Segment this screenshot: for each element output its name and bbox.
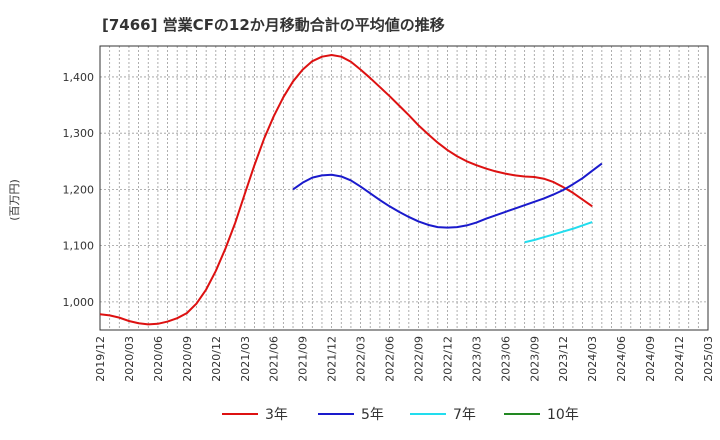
y-tick-label: 1,000: [63, 296, 95, 309]
x-tick-label: 2022/09: [412, 336, 425, 382]
x-tick-label: 2021/09: [297, 336, 310, 382]
series-line-7年: [524, 221, 593, 244]
x-tick-label: 2024/12: [673, 336, 686, 382]
x-tick-label: 2020/09: [181, 336, 194, 382]
x-tick-label: 2023/06: [499, 336, 512, 382]
series-line-5年: [292, 162, 603, 229]
x-tick-label: 2024/09: [644, 336, 657, 382]
x-tick-label: 2021/03: [239, 336, 252, 382]
x-tick-label: 2020/06: [152, 336, 165, 382]
x-tick-label: 2024/06: [615, 336, 628, 382]
plot-frame: [99, 45, 709, 331]
legend-label: 5年: [361, 407, 384, 423]
legend-label: 7年: [453, 407, 476, 423]
x-tick-label: 2023/03: [470, 336, 483, 382]
x-tick-label: 2024/03: [586, 336, 599, 382]
y-tick-label: 1,400: [63, 71, 95, 84]
y-tick-label: 1,300: [63, 127, 95, 140]
grid-lines: [99, 46, 709, 330]
x-tick-label: 2022/03: [355, 336, 368, 382]
x-tick-label: 2019/12: [94, 336, 107, 382]
x-tick-label: 2025/03: [702, 336, 715, 382]
x-axis-ticks: 2019/12 2020/03 2020/06 2020/09 2020/12 2021/…: [94, 336, 715, 382]
x-tick-label: 2023/12: [557, 336, 570, 382]
series-lines: [99, 54, 603, 326]
x-tick-label: 2023/09: [528, 336, 541, 382]
legend-label: 10年: [547, 407, 579, 423]
chart-title: [7466] 営業CFの12か月移動合計の平均値の推移: [102, 16, 445, 34]
x-tick-label: 2022/12: [441, 336, 454, 382]
x-tick-label: 2020/12: [210, 336, 223, 382]
y-tick-label: 1,100: [63, 240, 95, 253]
y-tick-label: 1,200: [63, 183, 95, 196]
series-line-3年: [99, 54, 593, 326]
x-tick-label: 2022/06: [384, 336, 397, 382]
legend-label: 3年: [265, 407, 288, 423]
plot-border: [99, 45, 709, 331]
x-tick-label: 2021/06: [268, 336, 281, 382]
x-tick-label: 2020/03: [123, 336, 136, 382]
y-axis-label: (百万円): [8, 179, 21, 221]
x-tick-label: 2021/12: [326, 336, 339, 382]
y-axis-ticks: 1,000 1,100 1,200 1,300 1,400: [63, 71, 95, 309]
legend: 3年 5年 7年 10年: [222, 407, 579, 423]
